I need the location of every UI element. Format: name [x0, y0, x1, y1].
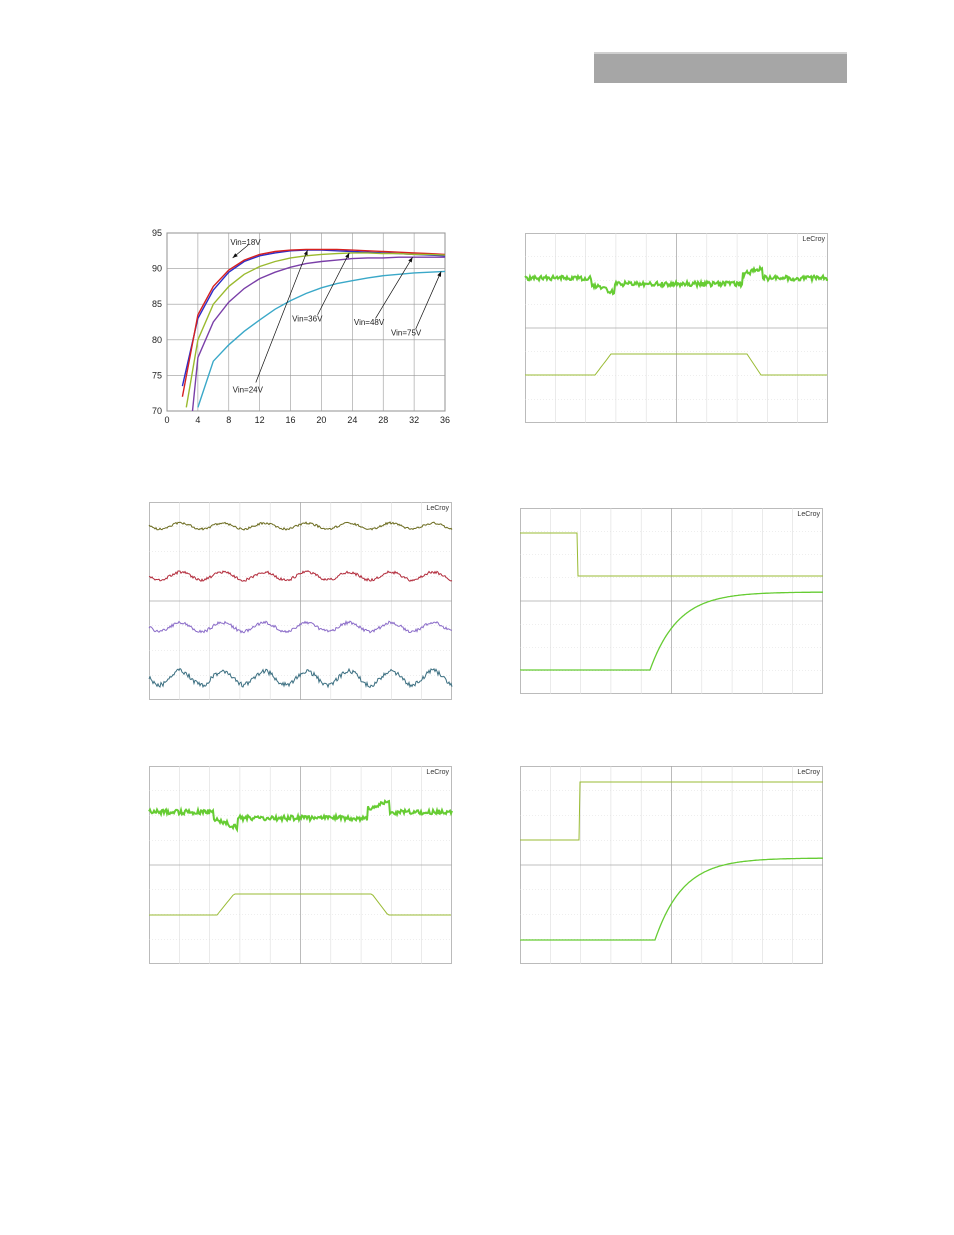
series-label: Vin=75V — [391, 329, 422, 338]
scope-brand-label: LeCroy — [426, 769, 449, 776]
scope-load-transient-1: LeCroy — [525, 233, 828, 423]
x-tick-label: 16 — [286, 415, 296, 425]
scope-startup-2: LeCroy — [520, 766, 823, 964]
x-tick-label: 36 — [440, 415, 450, 425]
series-label: Vin=24V — [233, 385, 264, 394]
series-label: Vin=36V — [292, 314, 323, 323]
x-tick-label: 32 — [409, 415, 419, 425]
y-tick-label: 95 — [152, 228, 162, 238]
scope-load-transient-2: LeCroy — [149, 766, 452, 964]
x-tick-label: 24 — [347, 415, 357, 425]
x-tick-label: 28 — [378, 415, 388, 425]
efficiency-chart: 0 4 8 12 16 20 24 28 32 36 95 90 85 80 75 70 Vin=18V Vin=… — [140, 225, 450, 435]
x-tick-label: 12 — [255, 415, 265, 425]
scope-startup-1: LeCroy — [520, 508, 823, 694]
scope-brand-label: LeCroy — [797, 769, 820, 776]
x-tick-label: 20 — [316, 415, 326, 425]
scope-brand-label: LeCroy — [802, 236, 825, 243]
y-tick-label: 80 — [152, 335, 162, 345]
scope-ripple: LeCroy — [149, 502, 452, 700]
efficiency-chart-svg: 0 4 8 12 16 20 24 28 32 36 95 90 85 80 75 70 Vin=18V Vin=… — [140, 225, 450, 435]
y-tick-label: 85 — [152, 299, 162, 309]
series-label: Vin=48V — [354, 318, 385, 327]
series-label: Vin=18V — [230, 238, 261, 247]
y-tick-label: 70 — [152, 406, 162, 416]
x-tick-label: 8 — [226, 415, 231, 425]
scope-brand-label: LeCroy — [797, 511, 820, 518]
x-tick-label: 0 — [164, 415, 169, 425]
y-tick-label: 75 — [152, 370, 162, 380]
y-tick-label: 90 — [152, 264, 162, 274]
x-tick-label: 4 — [195, 415, 200, 425]
header-bar — [594, 52, 847, 83]
scope-brand-label: LeCroy — [426, 505, 449, 512]
